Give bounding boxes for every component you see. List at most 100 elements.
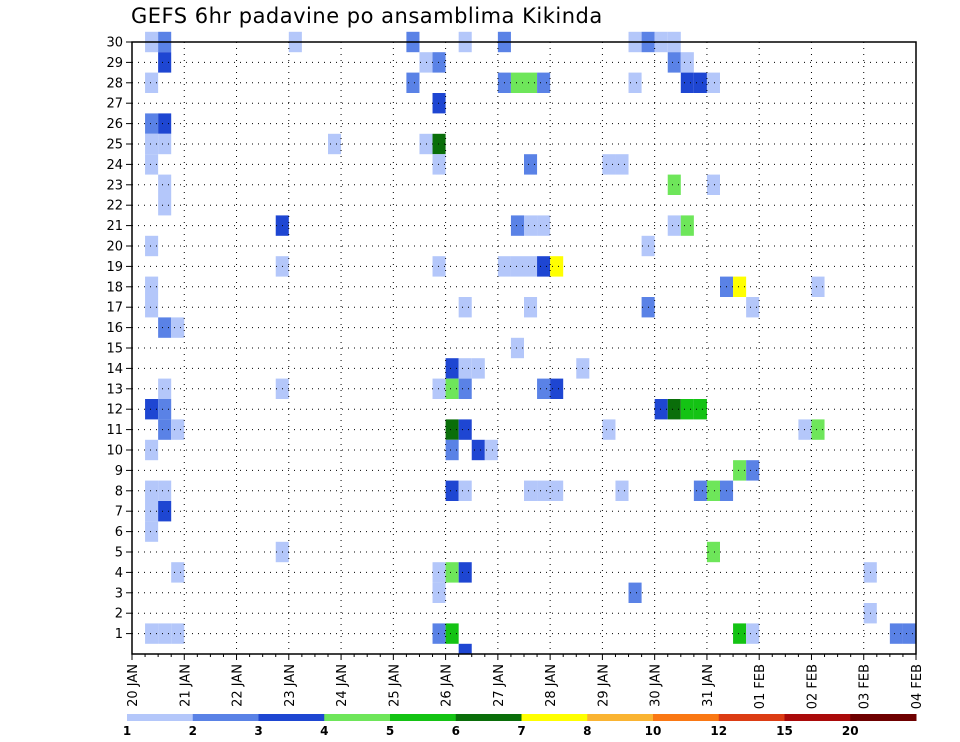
data-cell: [145, 113, 159, 134]
x-tick-label: 28 JAN: [544, 664, 559, 707]
data-cell: [145, 154, 159, 175]
data-cell: [458, 419, 472, 440]
legend-swatch: [127, 714, 194, 721]
legend-swatch: [324, 714, 391, 721]
data-cell: [145, 623, 159, 644]
x-tick-label: 20 JAN: [126, 664, 141, 707]
data-cell: [145, 235, 159, 257]
data-cell: [458, 358, 472, 379]
data-cell: [471, 439, 485, 461]
data-cell: [537, 378, 551, 399]
data-cell: [524, 256, 538, 277]
data-cell: [510, 256, 524, 277]
y-tick-label: 10: [106, 444, 123, 459]
data-cell: [406, 72, 420, 93]
y-tick-label: 28: [106, 76, 123, 91]
legend-swatch: [521, 714, 588, 721]
data-cell: [145, 276, 159, 297]
data-cell: [550, 256, 564, 277]
data-cell: [171, 623, 185, 644]
data-cell: [432, 378, 446, 399]
x-tick-label: 23 JAN: [283, 664, 298, 707]
data-cell: [432, 133, 446, 155]
y-tick-label: 2: [115, 607, 123, 622]
legend-label: 15: [776, 724, 793, 738]
x-tick-label: 04 FEB: [910, 664, 925, 709]
y-tick-label: 25: [106, 138, 123, 153]
x-tick-label: 01 FEB: [753, 664, 768, 709]
legend-swatch: [653, 714, 720, 721]
data-cell: [550, 378, 564, 399]
data-cell: [811, 419, 825, 440]
legend-label: 10: [645, 724, 662, 738]
data-cell: [145, 480, 159, 501]
y-tick-label: 9: [115, 464, 123, 479]
data-cell: [667, 215, 681, 236]
y-tick-label: 18: [106, 280, 123, 295]
data-cell: [667, 399, 681, 420]
x-tick-label: 30 JAN: [649, 664, 664, 707]
data-cell: [524, 215, 538, 236]
data-cell: [733, 460, 747, 481]
data-cell: [615, 480, 629, 501]
data-cell: [902, 623, 916, 644]
y-tick-label: 26: [106, 117, 123, 132]
legend-label: 20: [842, 724, 859, 738]
y-tick-label: 20: [106, 240, 123, 255]
data-cell: [706, 72, 720, 93]
y-tick-label: 23: [106, 178, 123, 193]
data-cell: [171, 317, 185, 338]
data-cell: [158, 133, 172, 155]
legend-label: 2: [189, 724, 197, 738]
legend-label: 5: [386, 724, 394, 738]
data-cell: [445, 480, 459, 501]
data-cell: [158, 113, 172, 134]
data-cell: [746, 623, 760, 644]
data-cell: [602, 154, 616, 175]
data-cell: [171, 419, 185, 440]
legend: 1 2 3 4 5 6 7 8 10 12 15 20: [123, 714, 917, 738]
data-cell: [158, 195, 172, 216]
data-cell: [328, 133, 342, 155]
data-cell: [510, 72, 524, 93]
data-cell: [432, 154, 446, 175]
data-cell: [158, 480, 172, 501]
legend-swatch: [455, 714, 522, 721]
data-cell: [458, 297, 472, 318]
y-tick-label: 30: [106, 36, 123, 51]
data-cell: [432, 93, 446, 114]
data-cell: [458, 643, 472, 654]
data-cell: [471, 358, 485, 379]
data-cell: [158, 174, 172, 195]
data-cell: [680, 72, 694, 93]
y-tick-label: 19: [106, 260, 123, 275]
data-cell: [445, 439, 459, 461]
data-cell: [510, 337, 524, 359]
data-cell: [550, 480, 564, 501]
x-tick-label: 26 JAN: [440, 664, 455, 707]
y-tick-label: 22: [106, 199, 123, 214]
legend-swatch: [850, 714, 917, 721]
y-tick-label: 5: [115, 546, 123, 561]
legend-label: 4: [320, 724, 328, 738]
data-cell: [171, 562, 185, 583]
data-cell: [706, 174, 720, 195]
data-cell: [524, 297, 538, 318]
data-cell: [628, 72, 642, 93]
grid: [132, 41, 916, 654]
data-cell: [445, 419, 459, 440]
data-cell: [733, 276, 747, 297]
legend-swatch: [192, 714, 259, 721]
data-cells: [145, 31, 916, 654]
y-tick-label: 24: [106, 158, 123, 173]
data-cell: [432, 562, 446, 583]
x-tick-label: 21 JAN: [178, 664, 193, 707]
y-tick-label: 29: [106, 56, 123, 71]
y-tick-label: 17: [106, 301, 123, 316]
data-cell: [615, 154, 629, 175]
data-cell: [680, 215, 694, 236]
data-cell: [432, 623, 446, 644]
y-tick-label: 3: [115, 586, 123, 601]
y-tick-label: 15: [106, 342, 123, 357]
data-cell: [158, 501, 172, 522]
